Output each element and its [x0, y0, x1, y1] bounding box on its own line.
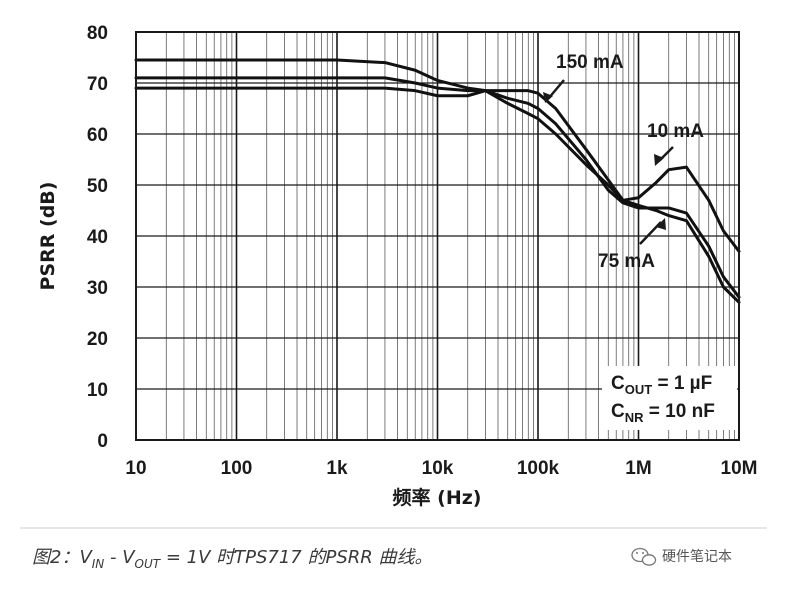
y-tick-label: 60 — [87, 125, 108, 146]
y-tick-labels: 0 10 20 30 40 50 60 70 80 — [87, 23, 108, 452]
series-line-75ma — [134, 76, 741, 299]
y-tick-label: 20 — [87, 329, 108, 350]
cnr-note: CNR = 10 nF — [611, 401, 715, 425]
series-label-75ma: 75 mA — [598, 251, 655, 272]
wechat-icon — [631, 547, 657, 566]
x-axis-title: 频率 (Hz) — [393, 486, 482, 509]
y-tick-label: 30 — [87, 278, 108, 299]
y-tick-label: 40 — [87, 227, 108, 248]
watermark-text: 硬件笔记本 — [662, 549, 732, 565]
x-tick-label: 100k — [517, 458, 560, 479]
y-tick-label: 50 — [87, 176, 108, 197]
y-tick-label: 10 — [87, 380, 108, 401]
y-axis-title: PSRR (dB) — [37, 182, 59, 291]
series-label-10ma: 10 mA — [647, 121, 704, 142]
x-tick-label: 10M — [721, 458, 758, 479]
y-tick-label: 80 — [87, 23, 108, 44]
x-tick-label: 1k — [326, 458, 348, 479]
conditions-box — [602, 366, 737, 430]
series-label-150ma: 150 mA — [556, 52, 624, 73]
x-tick-labels: 10 100 1k 10k 100k 1M 10M — [125, 458, 757, 479]
annotation-arrows — [543, 79, 674, 245]
x-tick-label: 1M — [625, 458, 651, 479]
x-tick-label: 100 — [221, 458, 253, 479]
arrow-10ma-head — [654, 154, 664, 166]
arrow-75ma-head — [656, 218, 666, 230]
arrow-150ma-head — [543, 92, 553, 103]
series-line-150ma — [134, 86, 741, 304]
y-tick-label: 70 — [87, 74, 108, 95]
x-tick-label: 10 — [125, 458, 146, 479]
series-line-10ma — [134, 58, 741, 253]
cout-note: COUT = 1 µF — [611, 373, 712, 397]
plot-frame — [135, 31, 740, 441]
x-tick-label: 10k — [422, 458, 454, 479]
y-tick-label: 0 — [97, 431, 108, 452]
figure-caption: 图2：VIN - VOUT = 1V 时TPS717 的PSRR 曲线。 — [32, 547, 433, 571]
series-lines — [134, 58, 741, 304]
